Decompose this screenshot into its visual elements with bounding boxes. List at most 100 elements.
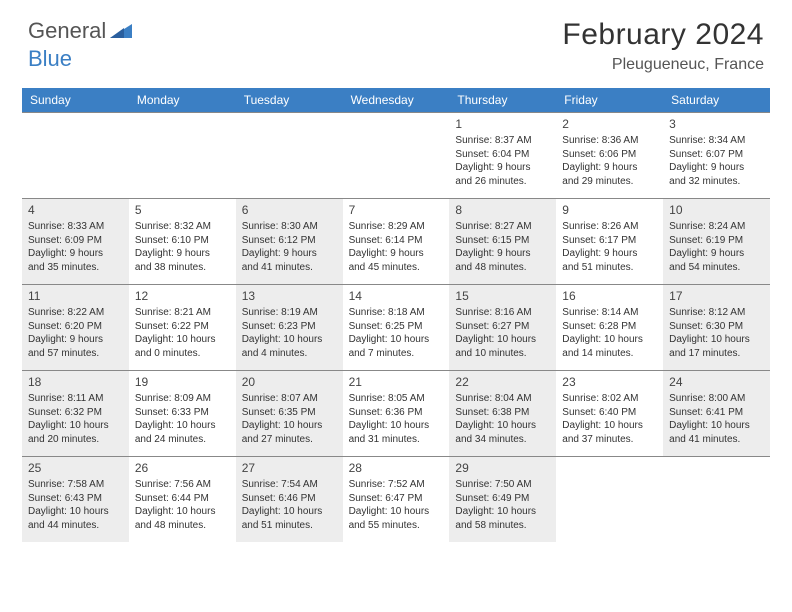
calendar-cell: 5 Sunrise: 8:32 AMSunset: 6:10 PMDaylight…	[129, 198, 236, 284]
sunset-line: Sunset: 6:14 PM	[349, 234, 444, 248]
sunset-line: Sunset: 6:49 PM	[455, 492, 550, 506]
sunset-line: Sunset: 6:47 PM	[349, 492, 444, 506]
daylight1-line: Daylight: 10 hours	[455, 333, 550, 347]
calendar-cell: 24Sunrise: 8:00 AMSunset: 6:41 PMDayligh…	[663, 370, 770, 456]
daylight2-line: and 31 minutes.	[349, 433, 444, 447]
brand-part2: Blue	[28, 46, 72, 71]
daylight1-line: Daylight: 9 hours	[669, 247, 764, 261]
day-number: 28	[349, 460, 444, 476]
daylight2-line: and 51 minutes.	[562, 261, 657, 275]
brand-logo: General	[28, 18, 134, 44]
daylight2-line: and 4 minutes.	[242, 347, 337, 361]
sunrise-line: Sunrise: 8:21 AM	[135, 306, 230, 320]
calendar-cell: 3Sunrise: 8:34 AMSunset: 6:07 PMDaylight…	[663, 112, 770, 198]
daylight1-line: Daylight: 10 hours	[349, 419, 444, 433]
calendar-cell: 21Sunrise: 8:05 AMSunset: 6:36 PMDayligh…	[343, 370, 450, 456]
daylight1-line: Daylight: 9 hours	[349, 247, 444, 261]
sunset-line: Sunset: 6:32 PM	[28, 406, 123, 420]
day-number: 11	[28, 288, 123, 304]
calendar-cell: 18Sunrise: 8:11 AMSunset: 6:32 PMDayligh…	[22, 370, 129, 456]
daylight1-line: Daylight: 10 hours	[349, 333, 444, 347]
sunset-line: Sunset: 6:20 PM	[28, 320, 123, 334]
day-number: 15	[455, 288, 550, 304]
calendar-cell: 16Sunrise: 8:14 AMSunset: 6:28 PMDayligh…	[556, 284, 663, 370]
sunrise-line: Sunrise: 7:56 AM	[135, 478, 230, 492]
daylight2-line: and 41 minutes.	[242, 261, 337, 275]
daylight1-line: Daylight: 10 hours	[135, 419, 230, 433]
month-title: February 2024	[562, 18, 764, 52]
day-number: 27	[242, 460, 337, 476]
day-number: 10	[669, 202, 764, 218]
day-number: 5	[135, 202, 230, 218]
daylight2-line: and 35 minutes.	[28, 261, 123, 275]
sunrise-line: Sunrise: 8:29 AM	[349, 220, 444, 234]
sunset-line: Sunset: 6:17 PM	[562, 234, 657, 248]
daylight2-line: and 58 minutes.	[455, 519, 550, 533]
daylight2-line: and 44 minutes.	[28, 519, 123, 533]
sunrise-line: Sunrise: 8:12 AM	[669, 306, 764, 320]
day-number: 3	[669, 116, 764, 132]
sunset-line: Sunset: 6:07 PM	[669, 148, 764, 162]
calendar-cell: 10Sunrise: 8:24 AMSunset: 6:19 PMDayligh…	[663, 198, 770, 284]
daylight2-line: and 14 minutes.	[562, 347, 657, 361]
brand-part1: General	[28, 18, 106, 44]
sunset-line: Sunset: 6:12 PM	[242, 234, 337, 248]
daylight1-line: Daylight: 9 hours	[135, 247, 230, 261]
day-number: 24	[669, 374, 764, 390]
daylight1-line: Daylight: 10 hours	[562, 333, 657, 347]
brand-triangle-icon	[110, 20, 132, 43]
daylight1-line: Daylight: 10 hours	[669, 419, 764, 433]
calendar-cell: 1Sunrise: 8:37 AMSunset: 6:04 PMDaylight…	[449, 112, 556, 198]
sunrise-line: Sunrise: 8:32 AM	[135, 220, 230, 234]
daylight1-line: Daylight: 9 hours	[28, 333, 123, 347]
daylight1-line: Daylight: 9 hours	[562, 161, 657, 175]
daylight1-line: Daylight: 9 hours	[28, 247, 123, 261]
calendar-cell: 2Sunrise: 8:36 AMSunset: 6:06 PMDaylight…	[556, 112, 663, 198]
sunset-line: Sunset: 6:25 PM	[349, 320, 444, 334]
calendar-cell: 11Sunrise: 8:22 AMSunset: 6:20 PMDayligh…	[22, 284, 129, 370]
sunrise-line: Sunrise: 8:24 AM	[669, 220, 764, 234]
calendar-body: 1Sunrise: 8:37 AMSunset: 6:04 PMDaylight…	[22, 112, 770, 542]
sunrise-line: Sunrise: 8:14 AM	[562, 306, 657, 320]
sunrise-line: Sunrise: 8:30 AM	[242, 220, 337, 234]
calendar-cell: 25Sunrise: 7:58 AMSunset: 6:43 PMDayligh…	[22, 456, 129, 542]
calendar-cell: 8Sunrise: 8:27 AMSunset: 6:15 PMDaylight…	[449, 198, 556, 284]
sunrise-line: Sunrise: 8:26 AM	[562, 220, 657, 234]
daylight2-line: and 57 minutes.	[28, 347, 123, 361]
daylight2-line: and 10 minutes.	[455, 347, 550, 361]
sunset-line: Sunset: 6:15 PM	[455, 234, 550, 248]
daylight1-line: Daylight: 10 hours	[242, 505, 337, 519]
daylight1-line: Daylight: 10 hours	[242, 333, 337, 347]
sunset-line: Sunset: 6:06 PM	[562, 148, 657, 162]
daylight1-line: Daylight: 10 hours	[669, 333, 764, 347]
daylight2-line: and 17 minutes.	[669, 347, 764, 361]
calendar-cell-empty	[236, 112, 343, 198]
weekday-header: Saturday	[663, 88, 770, 112]
sunset-line: Sunset: 6:41 PM	[669, 406, 764, 420]
page-header: General February 2024 Pleugueneuc, Franc…	[0, 0, 792, 82]
day-number: 22	[455, 374, 550, 390]
day-number: 4	[28, 202, 123, 218]
sunrise-line: Sunrise: 8:07 AM	[242, 392, 337, 406]
sunset-line: Sunset: 6:30 PM	[669, 320, 764, 334]
calendar-cell: 14Sunrise: 8:18 AMSunset: 6:25 PMDayligh…	[343, 284, 450, 370]
calendar-cell-empty	[663, 456, 770, 542]
sunrise-line: Sunrise: 8:27 AM	[455, 220, 550, 234]
daylight2-line: and 54 minutes.	[669, 261, 764, 275]
sunset-line: Sunset: 6:10 PM	[135, 234, 230, 248]
sunrise-line: Sunrise: 8:09 AM	[135, 392, 230, 406]
daylight1-line: Daylight: 9 hours	[242, 247, 337, 261]
daylight1-line: Daylight: 10 hours	[349, 505, 444, 519]
daylight1-line: Daylight: 10 hours	[455, 419, 550, 433]
calendar: SundayMondayTuesdayWednesdayThursdayFrid…	[22, 88, 770, 542]
day-number: 1	[455, 116, 550, 132]
day-number: 17	[669, 288, 764, 304]
day-number: 26	[135, 460, 230, 476]
sunrise-line: Sunrise: 8:37 AM	[455, 134, 550, 148]
weekday-header-row: SundayMondayTuesdayWednesdayThursdayFrid…	[22, 88, 770, 112]
day-number: 19	[135, 374, 230, 390]
sunset-line: Sunset: 6:28 PM	[562, 320, 657, 334]
calendar-cell: 12Sunrise: 8:21 AMSunset: 6:22 PMDayligh…	[129, 284, 236, 370]
day-number: 6	[242, 202, 337, 218]
weekday-header: Thursday	[449, 88, 556, 112]
